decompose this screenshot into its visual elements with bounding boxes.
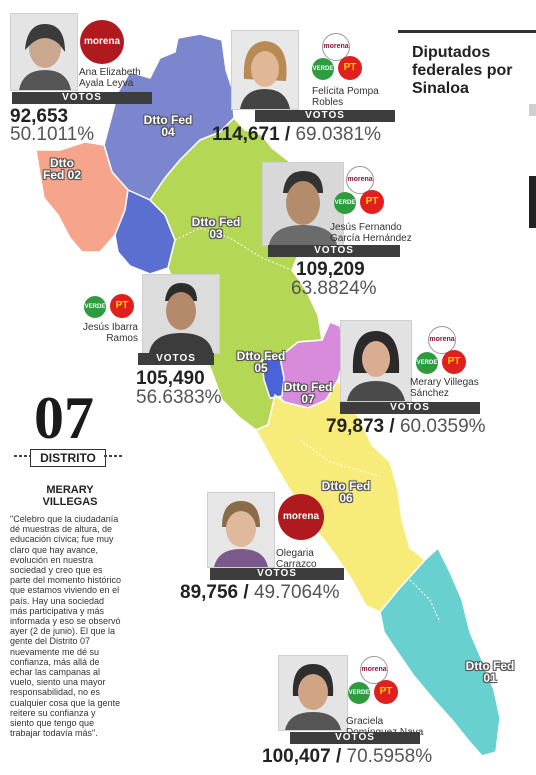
votos-bar-olegaria: VOTOS: [210, 568, 344, 580]
candidate-name-felicita: Felícita Pompa Robles: [312, 86, 379, 108]
candidate-photo-merary: [340, 320, 412, 402]
district-05-label: Dtto Fed 05: [236, 349, 286, 375]
candidate-photo-jesus-ibarra: [142, 274, 220, 354]
district-07-label: Dtto Fed 07: [283, 380, 333, 406]
candidate-name-jesus-fernando: Jesús Fernando García Hernández: [330, 222, 412, 244]
district-02-label: Dtto Fed 02: [42, 156, 81, 182]
pt-logo: PT: [338, 56, 362, 80]
votes-jesus-ibarra: 105,490: [136, 368, 205, 389]
candidate-name-merary: Merary Villegas Sánchez: [410, 377, 479, 399]
percent-felicita: 69.0381%: [295, 124, 382, 145]
candidate-photo-olegaria: [207, 492, 275, 568]
votos-bar-ana: VOTOS: [12, 92, 152, 104]
sidebar-quote: "Celebro que la ciudadanía dé muestras d…: [10, 514, 122, 739]
pt-logo: PT: [374, 680, 398, 704]
sidebar-name: MERARY VILLEGAS: [42, 484, 98, 508]
morena-logo: morena: [80, 20, 124, 64]
candidate-name-jesus-ibarra: Jesús Ibarra Ramos: [82, 322, 138, 344]
votes-felicita: 114,671: [212, 124, 280, 145]
page-title: Diputados federales por Sinaloa: [412, 44, 513, 97]
result-merary: 79,873 / 60.0359%: [326, 416, 486, 437]
district-05-city-region: [261, 357, 285, 399]
votes-merary: 79,873: [326, 416, 385, 437]
votes-graciela: 100,407: [262, 746, 331, 767]
verde-logo: VERDE: [348, 682, 370, 704]
verde-logo: VERDE: [312, 58, 334, 80]
verde-logo: VERDE: [334, 192, 356, 214]
morena-logo: morena: [428, 326, 456, 354]
percent-ana: 50.1011%: [10, 124, 95, 145]
result-felicita: 114,671 / 69.0381%: [212, 124, 382, 145]
district-03-label: Dtto Fed 03: [191, 215, 241, 241]
district-number: 07: [34, 385, 94, 451]
district-01-label: Dtto Fed 01: [465, 659, 515, 685]
votos-bar-felicita: VOTOS: [255, 110, 395, 122]
adjacent-column-bar: [529, 176, 536, 228]
votes-ana: 92,653: [10, 106, 69, 127]
title-rule: [398, 30, 536, 33]
percent-jesus-ibarra: 56.6383%: [136, 387, 222, 408]
votos-bar-jesus-ibarra: VOTOS: [138, 353, 214, 365]
pt-logo: PT: [110, 294, 134, 318]
adjacent-column-fragment: [529, 104, 536, 116]
verde-logo: VERDE: [84, 296, 106, 318]
pt-logo: PT: [360, 190, 384, 214]
percent-jesus-fernando: 63.8824%: [291, 278, 377, 299]
candidate-photo-felicita: [231, 30, 299, 110]
verde-logo: VERDE: [416, 352, 438, 374]
votos-bar-merary: VOTOS: [340, 402, 480, 414]
district-04-label: Dtto Fed 04: [143, 113, 193, 139]
result-olegaria: 89,756 / 49.7064%: [180, 582, 340, 603]
candidate-photo-ana: [10, 13, 78, 91]
votes-olegaria: 89,756: [180, 582, 239, 603]
percent-olegaria: 49.7064%: [253, 582, 340, 603]
votos-bar-graciela: VOTOS: [290, 732, 420, 744]
candidate-name-olegaria: Olegaria Carrazco: [276, 548, 317, 570]
dotted-rule: [14, 455, 30, 457]
district-01-region: [379, 546, 501, 757]
district-tag: DISTRITO: [30, 449, 106, 467]
morena-logo: morena: [360, 656, 388, 684]
morena-logo: morena: [278, 494, 324, 540]
candidate-photo-graciela: [278, 655, 348, 731]
votes-jesus-fernando: 109,209: [296, 259, 365, 280]
percent-graciela: 70.5958%: [346, 746, 433, 767]
votos-bar-jesus-fernando: VOTOS: [268, 245, 400, 257]
candidate-name-ana: Ana Elizabeth Ayala Leyva: [79, 67, 141, 89]
percent-merary: 60.0359%: [399, 416, 486, 437]
pt-logo: PT: [442, 350, 466, 374]
district-06-label: Dtto Fed 06: [321, 479, 371, 505]
result-graciela: 100,407 / 70.5958%: [262, 746, 433, 767]
dotted-rule: [104, 455, 124, 457]
morena-logo: morena: [346, 166, 374, 194]
